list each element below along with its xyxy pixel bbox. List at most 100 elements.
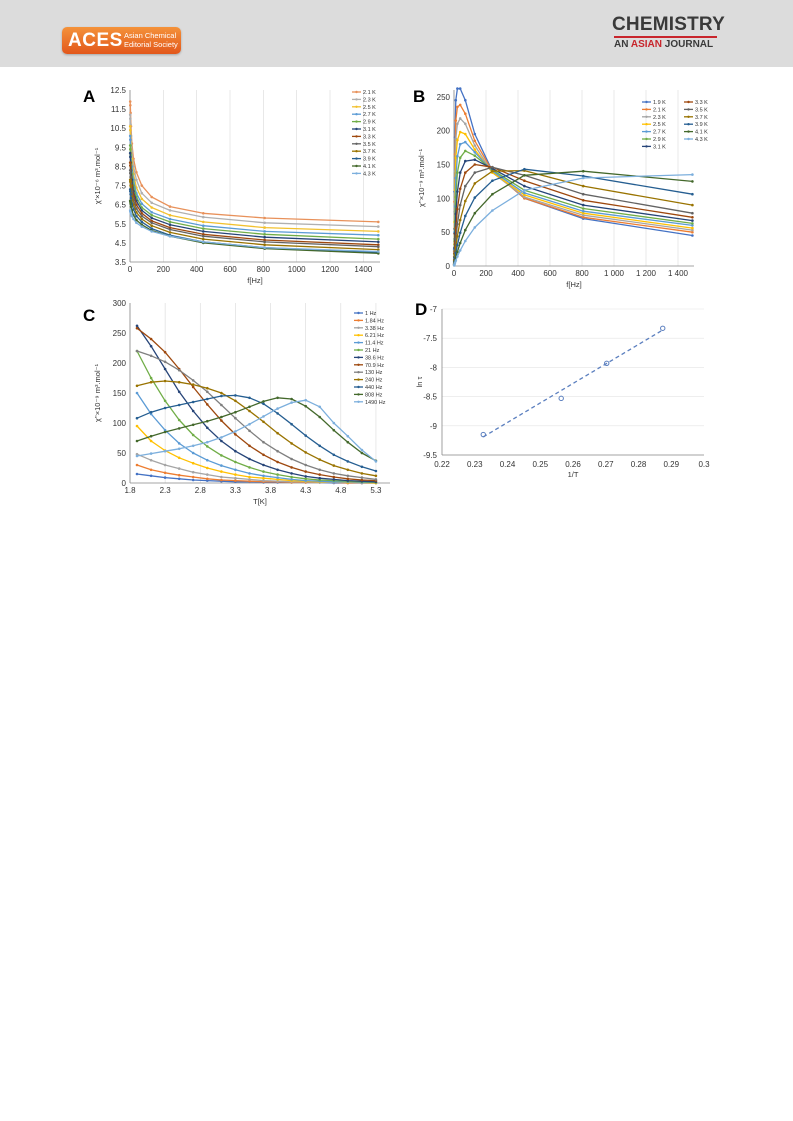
- chart-a-point-3-5-k: [129, 175, 132, 179]
- chart-b-point-3-3-k: [523, 179, 526, 182]
- chart-c-point-3-38-hz: [220, 475, 223, 479]
- chart-c-point-11-4-hz: [262, 474, 265, 478]
- chart-b-point-3-7-k: [582, 184, 585, 188]
- chart-c-point-440-hz: [332, 453, 336, 457]
- chart-c-legend-marker-240-hz: [357, 378, 360, 381]
- chart-c-point-21-hz: [163, 399, 167, 403]
- chart-b-point-4-1-k: [456, 250, 459, 254]
- chart-b-point-2-1-k: [582, 216, 585, 219]
- chart-b-legend-marker-3-1-k: [645, 145, 648, 148]
- chart-a-legend-label-3-3-k: 3.3 K: [363, 134, 376, 140]
- chart-c-point-240-hz: [234, 399, 237, 403]
- chart-a-point-4-3-k: [135, 221, 138, 225]
- chart-a-point-4-1-k: [377, 252, 380, 255]
- chart-c-point-808-hz: [332, 428, 336, 432]
- chart-b-point-3-3-k: [691, 216, 694, 219]
- chart-b-point-4-3-k: [523, 188, 526, 192]
- chart-c-point-3-38-hz: [149, 458, 153, 462]
- chart-b-legend-marker-2-5-k: [645, 123, 648, 126]
- chart-b-point-4-3-k: [473, 226, 477, 229]
- chart-c-point-6-21-hz: [220, 470, 223, 473]
- chart-c-point-130-hz: [374, 478, 378, 481]
- chart-c-x-tick-label: 1.8: [124, 486, 136, 495]
- chart-b-point-2-1-k: [458, 103, 462, 107]
- chart-c-point-440-hz: [177, 403, 181, 407]
- chart-b-point-3-1-k: [458, 171, 462, 174]
- chart-b-legend-label-2-5-k: 2.5 K: [653, 122, 666, 128]
- chart-a-legend-marker-4-3-k: [355, 172, 358, 175]
- journal-logo-title: CHEMISTRY: [612, 14, 725, 35]
- chart-a-point-2-9-k: [128, 144, 132, 147]
- chart-c-point-70-9-hz: [304, 470, 307, 473]
- chart-a-point-3-7-k: [140, 217, 144, 221]
- chart-d-x-tick-label: 0.25: [532, 460, 548, 469]
- panel-letter-d: D: [415, 300, 427, 319]
- chart-b-point-2-3-k: [458, 117, 462, 120]
- chart-c-point-70-9-hz: [220, 419, 223, 422]
- chart-c-point-808-hz: [234, 410, 237, 414]
- chart-c-point-1490-hz: [163, 449, 167, 453]
- chart-b-point-1-9-k: [456, 87, 459, 90]
- chart-b-y-axis-label: χ''×10⁻⁹ m³.mol⁻¹: [417, 148, 426, 207]
- chart-b-point-1-9-k: [691, 234, 694, 237]
- aces-logo-word: ACES: [68, 30, 123, 51]
- chart-b-point-1-9-k: [464, 98, 467, 102]
- chart-c-point-3-38-hz: [135, 452, 139, 456]
- chart-c-series-line-1490-hz: [136, 399, 377, 462]
- chart-c-point-38-6-hz: [346, 479, 350, 482]
- chart-c-point-130-hz: [346, 474, 350, 478]
- chart-c-point-3-38-hz: [276, 479, 279, 483]
- chart-b-point-3-3-k: [464, 171, 467, 174]
- chart-d-x-tick-label: 0.26: [565, 460, 581, 469]
- chart-b-legend-marker-4-1-k: [687, 130, 690, 133]
- chart-a-point-4-1-k: [129, 202, 132, 205]
- aces-logo-line2: Editorial Society: [124, 40, 178, 49]
- chart-b-point-3-1-k: [473, 158, 477, 161]
- chart-b-x-tick-label: 1 400: [668, 269, 689, 278]
- chart-c-point-440-hz: [360, 465, 364, 469]
- chart-c-point-808-hz: [276, 396, 279, 400]
- chart-b-point-3-9-k: [491, 179, 494, 182]
- chart-d-x-tick-label: 0.29: [663, 460, 679, 469]
- chart-c-point-70-9-hz: [234, 433, 237, 436]
- chart-c-series-line-240-hz: [136, 380, 377, 477]
- chart-c-point-21-hz: [276, 473, 279, 476]
- chart-b-point-3-1-k: [582, 203, 585, 207]
- chart-b-point-4-1-k: [464, 228, 467, 232]
- chart-b-point-4-3-k: [458, 249, 462, 252]
- chart-a-y-tick-label: 7.5: [115, 182, 127, 191]
- chart-b-point-3-5-k: [691, 211, 694, 215]
- chart-c-point-808-hz: [318, 415, 321, 419]
- chart-c-point-440-hz: [346, 460, 350, 463]
- chart-c-point-240-hz: [346, 468, 350, 472]
- chart-c-point-1-84-hz: [191, 475, 195, 479]
- chart-a-point-2-9-k: [202, 227, 205, 230]
- chart-a-legend-marker-3-9-k: [355, 157, 358, 160]
- chart-c-point-1490-hz: [290, 401, 293, 404]
- chart-a-point-3-9-k: [129, 192, 132, 196]
- chart-b-point-1-9-k: [454, 98, 458, 102]
- chart-c-point-808-hz: [206, 419, 209, 423]
- chart-c-point-240-hz: [220, 391, 223, 395]
- chart-a-point-4-3-k: [132, 217, 135, 221]
- chart-a-x-tick-label: 200: [157, 265, 171, 274]
- chart-c-point-808-hz: [149, 434, 153, 438]
- chart-a-point-4-3-k: [377, 250, 380, 253]
- chart-b-point-2-7-k: [523, 191, 526, 195]
- chart-c-point-21-hz: [318, 478, 321, 482]
- chart-c-point-21-hz: [177, 418, 181, 422]
- chart-d-point: [558, 395, 564, 402]
- chart-c-point-6-21-hz: [234, 473, 237, 476]
- chart-c-point-70-9-hz: [135, 326, 139, 330]
- chart-c-point-21-hz: [262, 470, 265, 473]
- chart-d-x-tick-label: 0.22: [434, 460, 450, 469]
- chart-a-point-2-5-k: [202, 220, 205, 224]
- chart-b-point-3-7-k: [691, 203, 694, 207]
- chart-c-point-1490-hz: [234, 430, 237, 433]
- chart-c-point-6-21-hz: [135, 424, 139, 428]
- chart-c-x-tick-label: 5.3: [370, 486, 382, 495]
- chart-a-point-2-5-k: [129, 128, 132, 132]
- chart-c-point-240-hz: [318, 458, 321, 461]
- chart-a-point-2-1-k: [128, 100, 132, 103]
- chart-a-point-2-7-k: [128, 134, 132, 138]
